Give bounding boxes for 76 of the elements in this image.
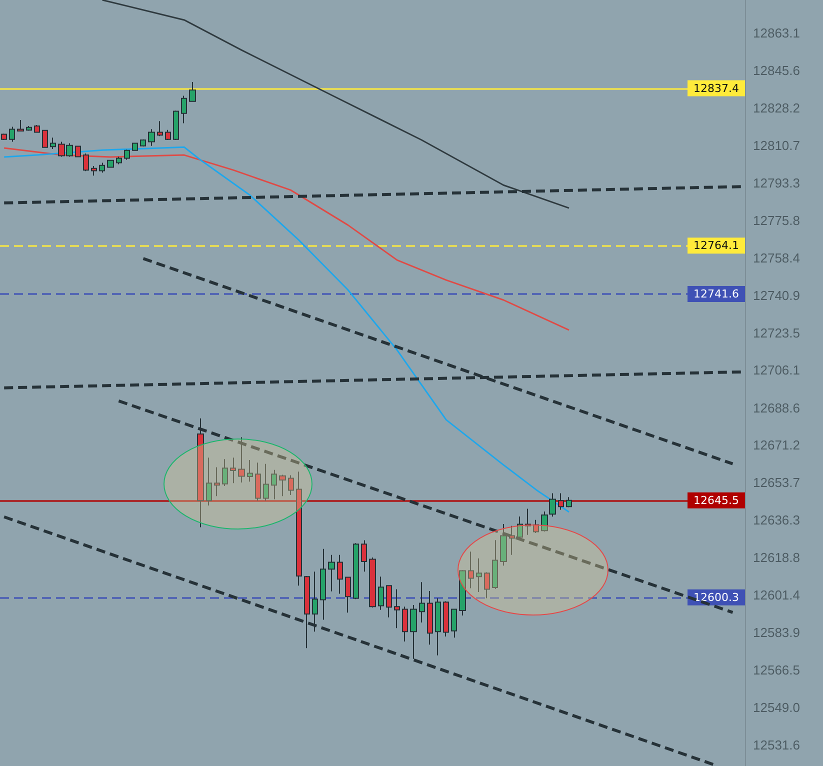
candlestick (410, 604, 417, 660)
candlestick (157, 120, 163, 137)
candlestick (312, 571, 318, 632)
y-tick-label: 12758.4 (753, 250, 800, 266)
ref-line-label: 12764.1 (694, 239, 739, 252)
y-tick-label: 12828.2 (753, 100, 800, 116)
y-tick-label: 12671.2 (753, 438, 800, 453)
candlestick (345, 576, 351, 614)
candlestick (42, 129, 48, 148)
candlestick (435, 598, 441, 656)
y-tick-label: 12863.1 (753, 26, 800, 41)
line-series (3, 146, 570, 513)
y-tick-label: 12531.6 (753, 737, 800, 752)
candlestick (443, 600, 449, 638)
candlestick (9, 126, 15, 142)
candlestick (361, 540, 367, 572)
y-tick-label: 12601.4 (753, 588, 800, 603)
candlestick (50, 137, 56, 150)
candlestick (75, 145, 81, 158)
y-tick-label: 12775.8 (753, 213, 800, 228)
candlestick (337, 554, 343, 594)
y-tick-label: 12793.3 (753, 175, 800, 190)
candlestick (353, 542, 359, 600)
candlestick (541, 511, 548, 532)
candlestick (419, 582, 425, 624)
candlestick (91, 166, 97, 176)
candlestick (165, 129, 171, 141)
ref-line-label: 12741.6 (694, 287, 739, 300)
y-tick-label: 12810.7 (753, 138, 800, 154)
candlestick (34, 124, 40, 133)
candlestick (566, 496, 572, 508)
y-tick-label: 12618.8 (753, 550, 800, 566)
candlestick (517, 516, 523, 538)
candlestick (328, 554, 335, 592)
candlestick (304, 575, 310, 649)
candlestick (378, 576, 384, 610)
y-tick-label: 12688.6 (753, 400, 800, 416)
candlestick (116, 156, 122, 165)
candlestick (173, 110, 179, 141)
y-tick-label: 12740.9 (753, 288, 800, 303)
candlestick (386, 584, 392, 618)
candlestick (26, 126, 32, 132)
candlestick (459, 570, 466, 616)
candlestick (1, 133, 7, 141)
y-tick-label: 12723.5 (753, 325, 800, 340)
candlestick (140, 138, 146, 147)
y-tick-label: 12566.5 (753, 662, 800, 678)
line-series (3, 147, 570, 331)
candlestick (189, 82, 196, 102)
candlestick (181, 95, 187, 124)
y-tick-label: 12653.7 (753, 475, 800, 490)
candlestick (107, 159, 114, 168)
ref-line-label: 12600.3 (694, 590, 739, 604)
y-tick-label: 12845.6 (753, 63, 800, 78)
ref-line-label: 12645.5 (694, 494, 739, 507)
candlestick (99, 162, 105, 174)
y-tick-label: 12706.1 (753, 362, 800, 378)
candlestick (17, 120, 24, 132)
candlestick (132, 142, 138, 152)
candlestick (369, 556, 376, 608)
candlestick (427, 590, 433, 646)
y-tick-label: 12636.3 (753, 512, 800, 528)
y-tick-label: 12583.9 (753, 625, 800, 640)
y-tick-label: 12549.0 (753, 700, 800, 716)
candlestick (451, 608, 457, 638)
candlestick (394, 588, 400, 629)
candlestick (320, 548, 326, 620)
candlestick (533, 519, 539, 532)
ref-line-label: 12837.4 (694, 82, 739, 95)
candlestick (402, 606, 408, 642)
candlestick (124, 149, 130, 160)
candlestick (148, 128, 155, 146)
candlestick (83, 153, 89, 172)
candlestick (558, 492, 564, 510)
candlestick (197, 418, 204, 528)
candlestick (549, 492, 556, 518)
